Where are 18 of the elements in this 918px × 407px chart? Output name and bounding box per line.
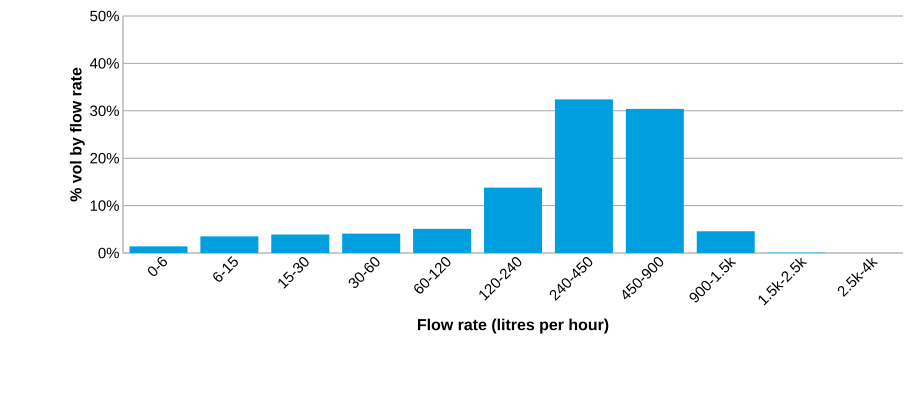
y-axis-title: % vol by flow rate	[70, 68, 85, 202]
bar	[626, 108, 684, 253]
bar	[129, 246, 188, 253]
bar	[271, 234, 330, 253]
y-tick-label: 50%	[90, 10, 119, 22]
x-axis-title: Flow rate (litres per hour)	[418, 318, 608, 334]
y-tick-label: 20%	[90, 152, 119, 164]
bar	[484, 188, 542, 253]
x-tick-label: 0-6	[148, 256, 168, 276]
bar	[342, 234, 400, 253]
y-tick-label: 30%	[90, 106, 119, 116]
bar	[696, 231, 755, 253]
bar	[554, 99, 613, 253]
y-tick-label: 40%	[90, 58, 119, 69]
y-tick-label: 10%	[90, 200, 119, 211]
bar	[200, 236, 258, 253]
y-tick-label: 0%	[98, 248, 119, 258]
bar	[413, 228, 472, 253]
